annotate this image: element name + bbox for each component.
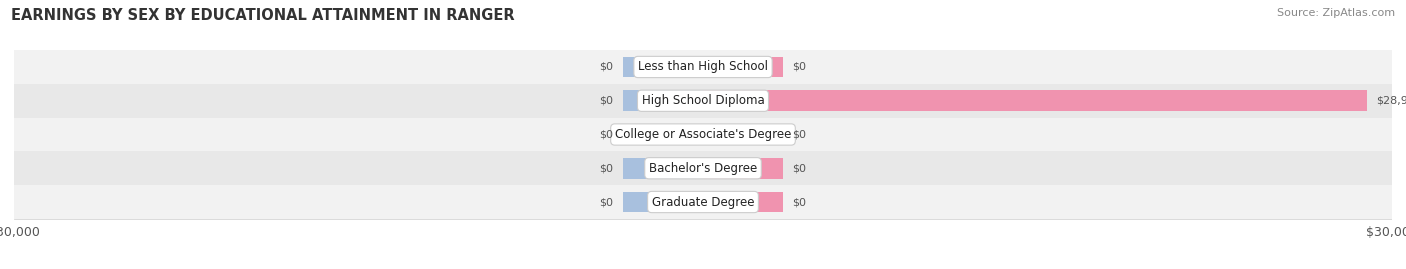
Text: $0: $0 [599,129,613,140]
Bar [14,50,1392,84]
Text: Less than High School: Less than High School [638,61,768,73]
Bar [703,124,783,145]
Text: College or Associate's Degree: College or Associate's Degree [614,128,792,141]
Bar [703,192,783,213]
Text: $0: $0 [793,62,807,72]
Text: EARNINGS BY SEX BY EDUCATIONAL ATTAINMENT IN RANGER: EARNINGS BY SEX BY EDUCATIONAL ATTAINMEN… [11,8,515,23]
Text: Graduate Degree: Graduate Degree [652,196,754,208]
Text: $0: $0 [793,197,807,207]
Text: $28,917: $28,917 [1376,96,1406,106]
Bar [14,151,1392,185]
Text: Source: ZipAtlas.com: Source: ZipAtlas.com [1277,8,1395,18]
Bar [623,124,703,145]
Bar [14,185,1392,219]
Text: High School Diploma: High School Diploma [641,94,765,107]
Bar [623,158,703,179]
Text: $0: $0 [793,129,807,140]
Bar [623,192,703,213]
Bar [623,56,703,77]
Bar [14,84,1392,118]
Bar [703,90,1367,111]
Bar [623,90,703,111]
Text: $0: $0 [599,96,613,106]
Bar [703,158,783,179]
Text: Bachelor's Degree: Bachelor's Degree [650,162,756,175]
Text: $0: $0 [599,197,613,207]
Text: $0: $0 [599,62,613,72]
Bar [703,56,783,77]
Text: $0: $0 [793,163,807,173]
Text: $0: $0 [599,163,613,173]
Bar [14,118,1392,151]
